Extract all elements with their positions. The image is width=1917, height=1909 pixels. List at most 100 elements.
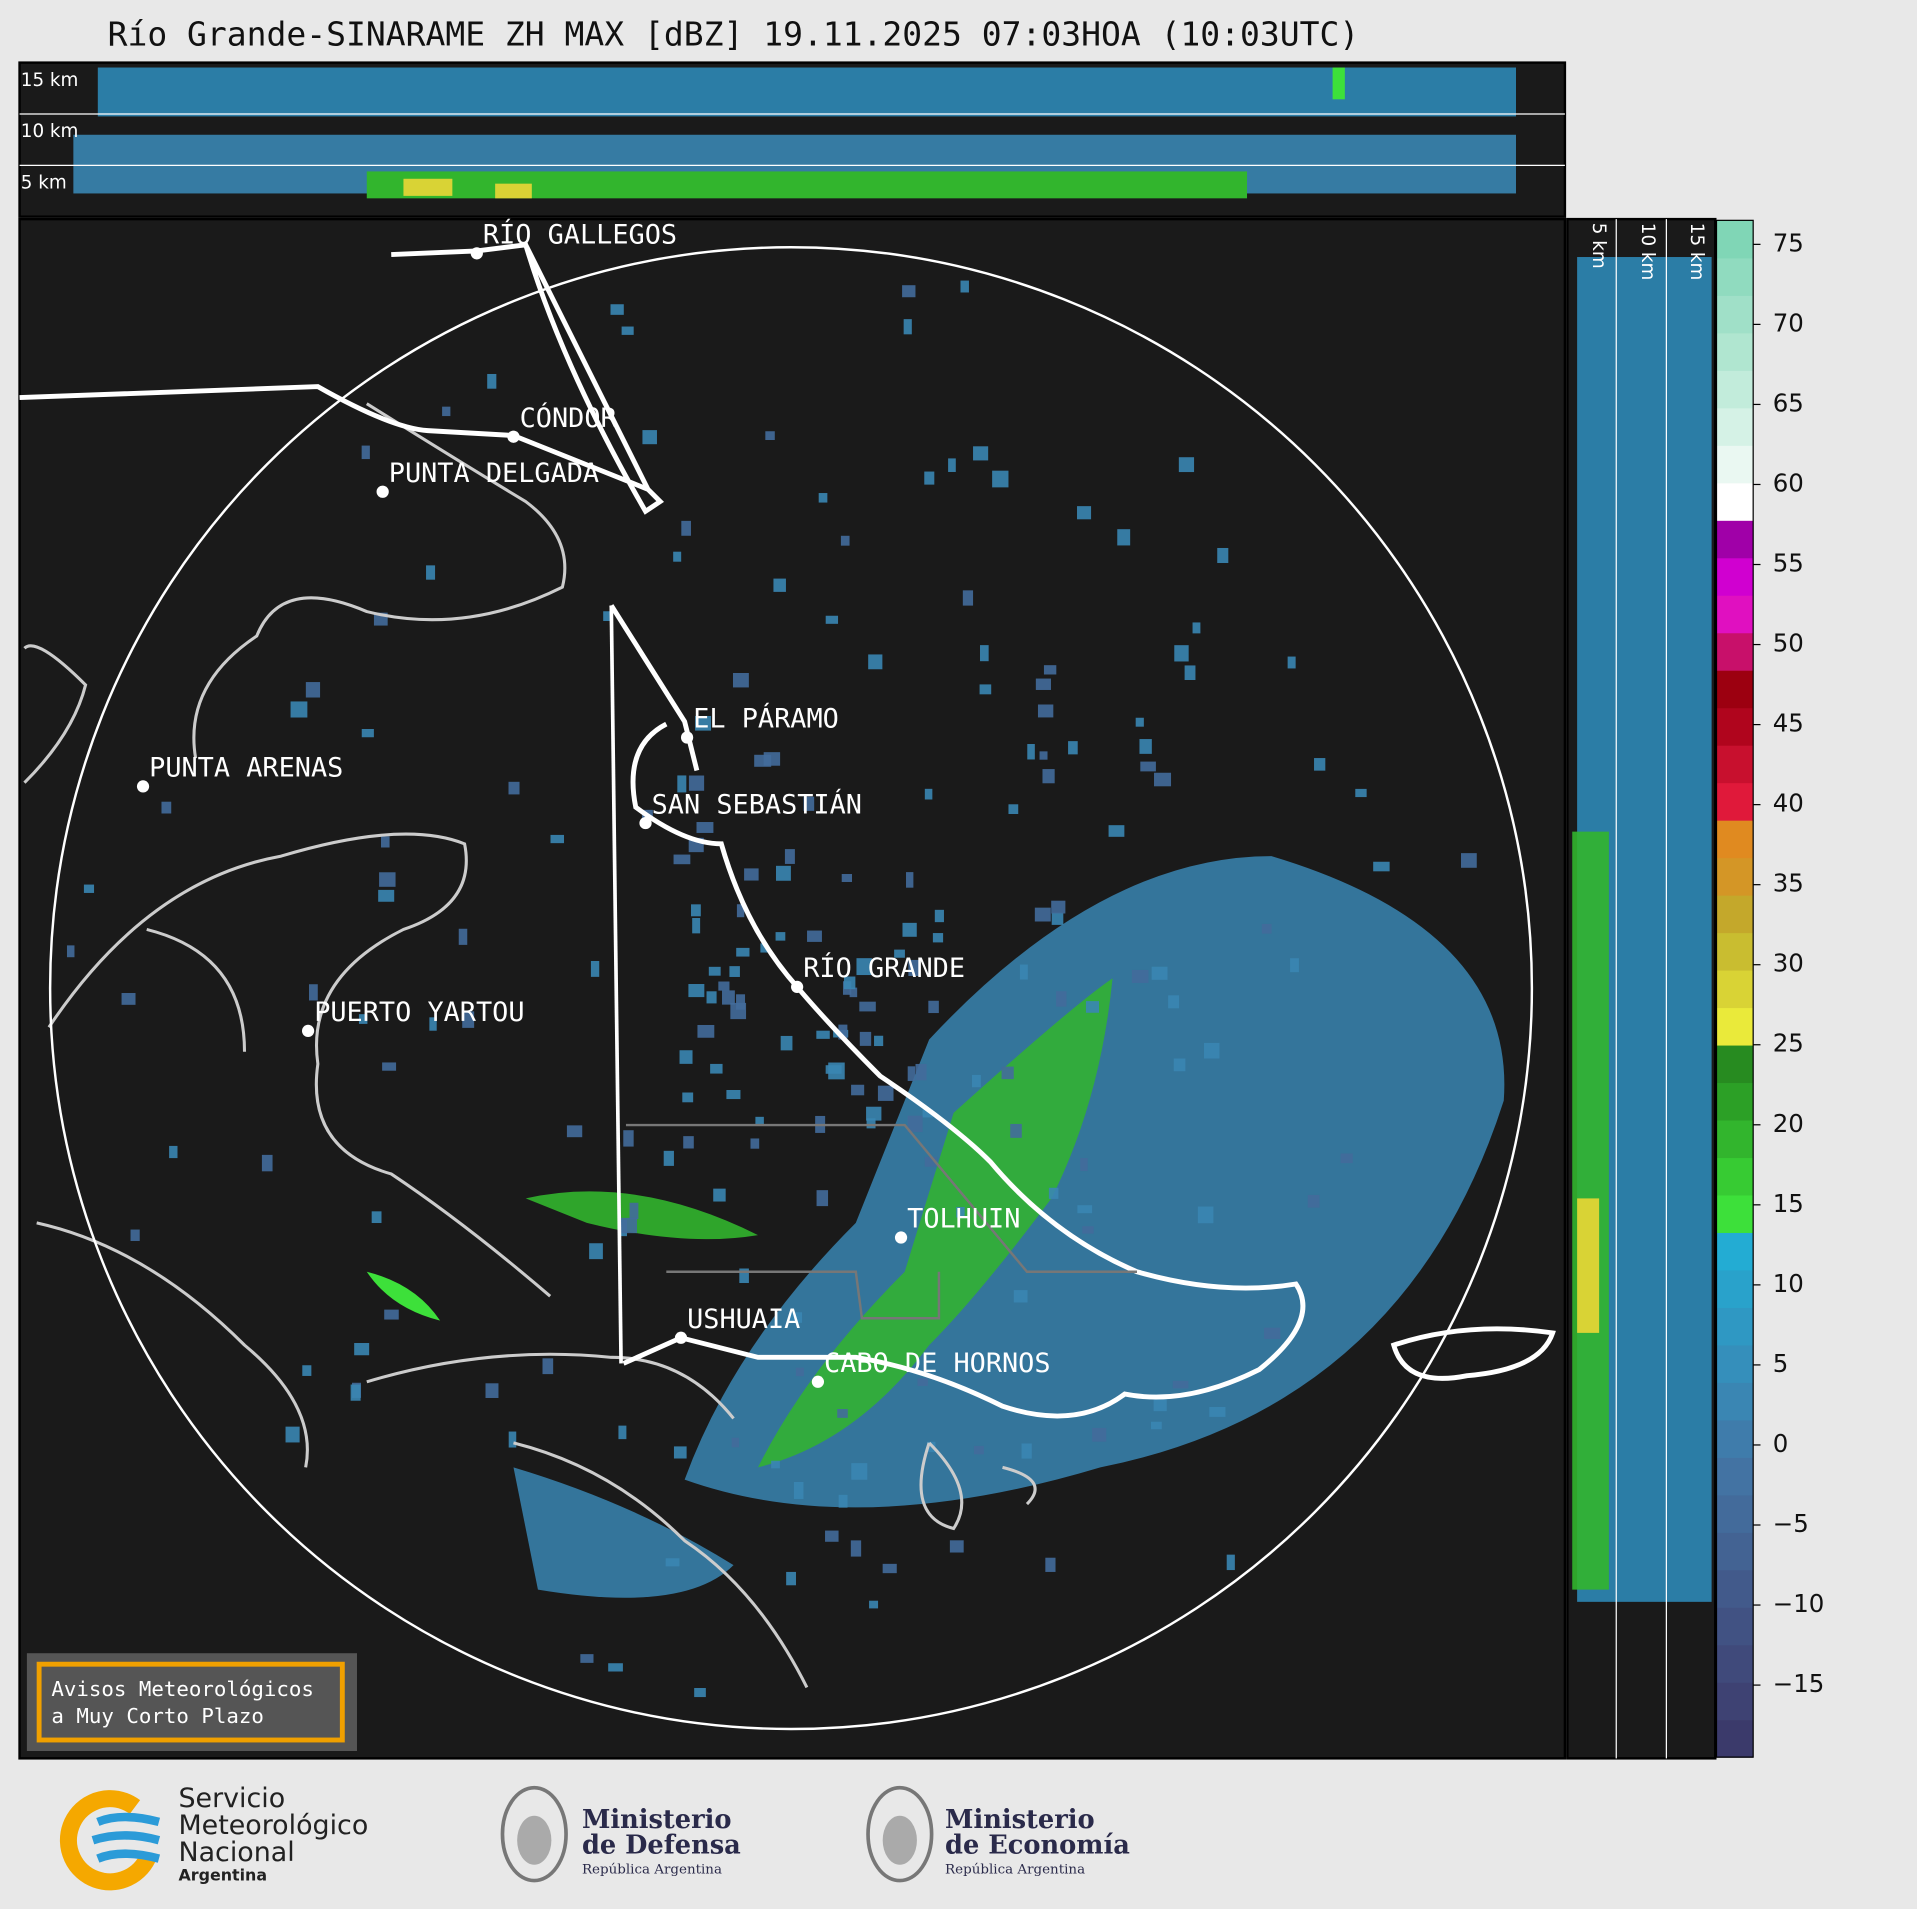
colorbar-band [1716,1194,1754,1233]
echo-cell [851,1463,868,1480]
places: RÍO GALLEGOS CÓNDOR PUNTA DELGADA EL PÁRAMO… [136,219,1051,1388]
echo-cell [851,1084,865,1096]
logo-text: Meteorológico [178,1810,368,1841]
place-dot [680,731,694,744]
echo-cell [580,1654,594,1663]
echo-cell [906,872,914,888]
echo-cell [83,884,95,893]
place-dot [674,1331,688,1344]
colorbar-band [1716,1044,1754,1084]
echo-area [757,978,1113,1468]
colorbar-band [1716,1082,1754,1121]
echo-cell [956,1206,965,1218]
top-echo [73,67,1516,199]
echo-cell [603,611,613,622]
echo-band [97,67,1516,117]
echo-cell [1068,741,1078,755]
colorbar-band [1716,1644,1754,1683]
echo-cell [722,990,735,1005]
place-label: RÍO GRANDE [803,952,965,984]
echo-cell [816,1030,830,1039]
echo-cell [688,775,705,791]
colorbar-frame [1715,219,1754,1758]
echo-cell [261,1154,273,1172]
echo-cell [1077,1205,1093,1214]
echo-cell [732,672,749,688]
echo-cell [874,1035,884,1047]
notice-text: a Muy Corto Plazo [51,1704,264,1728]
echo-cell [775,865,791,881]
coast [23,644,1037,1689]
echo-cell [1077,506,1092,520]
logo-text: República Argentina [582,1862,722,1877]
echo-cell [694,1688,706,1698]
colorbar-band [1716,932,1754,971]
echo-cell [679,1050,693,1064]
echo-cell [784,849,795,864]
place-label: TOLHUIN [907,1204,1020,1235]
echo-band [403,178,453,196]
colorbar-band [1716,820,1754,859]
echo-cell [917,1378,928,1386]
echo-cell [566,1125,583,1138]
echo-cell [1307,1194,1320,1208]
colorbar-band [1716,745,1754,784]
echo-cell [285,1426,300,1443]
height-label: 10 km [21,121,79,142]
logo-text: República Argentina [945,1862,1085,1877]
echo-cell [1340,1153,1353,1164]
echo-cell [442,406,451,417]
echo-cell [673,1446,687,1459]
colorbar-band [1716,1157,1754,1196]
echo-cell [972,1074,981,1088]
echo-cell [1027,744,1035,760]
echo-cell [1172,1380,1189,1389]
border [19,242,665,515]
echo-cell [1043,665,1057,675]
echo-cell [1019,964,1028,980]
echo-cell [508,1431,517,1448]
colorbar-band [1716,632,1754,671]
colorbar-band [1716,220,1754,259]
colorbar-tick-label: 70 [1773,308,1804,337]
echo-cell [859,1001,876,1012]
echo-cell [697,1024,715,1038]
colorbar-tick-label: 65 [1773,388,1804,417]
echo-cell [384,1309,399,1320]
echo-cell [818,493,828,503]
echo-cell [379,872,396,887]
echo-cell [754,754,772,767]
echo-cell [1261,923,1272,934]
colorbar-band [1716,1382,1754,1421]
echo-cell [1045,1557,1056,1572]
echo-cell [1154,772,1172,787]
echo-cell [934,909,944,923]
echo-cell [663,1150,674,1166]
echo-cell [882,1563,897,1574]
echo-cell [924,788,933,800]
echo-cell [1314,758,1326,771]
place-dot [811,1375,825,1388]
echo-cell [130,1229,140,1241]
echo-cell [1140,761,1156,772]
echo-cell [789,1312,803,1323]
colorbar-tick-label: 45 [1773,709,1804,738]
colorbar-band [1716,1232,1754,1271]
height-label: 5 km [21,173,67,194]
echo-cell [618,1425,627,1440]
echo-cell [1051,900,1066,914]
echo-cell [907,1066,916,1081]
colorbar-tick-label: 15 [1773,1189,1804,1218]
colorbar-tick-label: 55 [1773,549,1804,578]
colorbar-band [1716,482,1754,521]
echo-cell [1048,1187,1059,1199]
colorbar-tick-label: 30 [1773,949,1804,978]
logo-text: Argentina [178,1866,267,1885]
colorbar-band [1716,1532,1754,1571]
echo-cell [807,930,822,942]
echo-cell [1209,1406,1226,1417]
echo-cell [590,960,600,977]
echo-cell [729,966,740,977]
colorbar-band [1716,857,1754,896]
